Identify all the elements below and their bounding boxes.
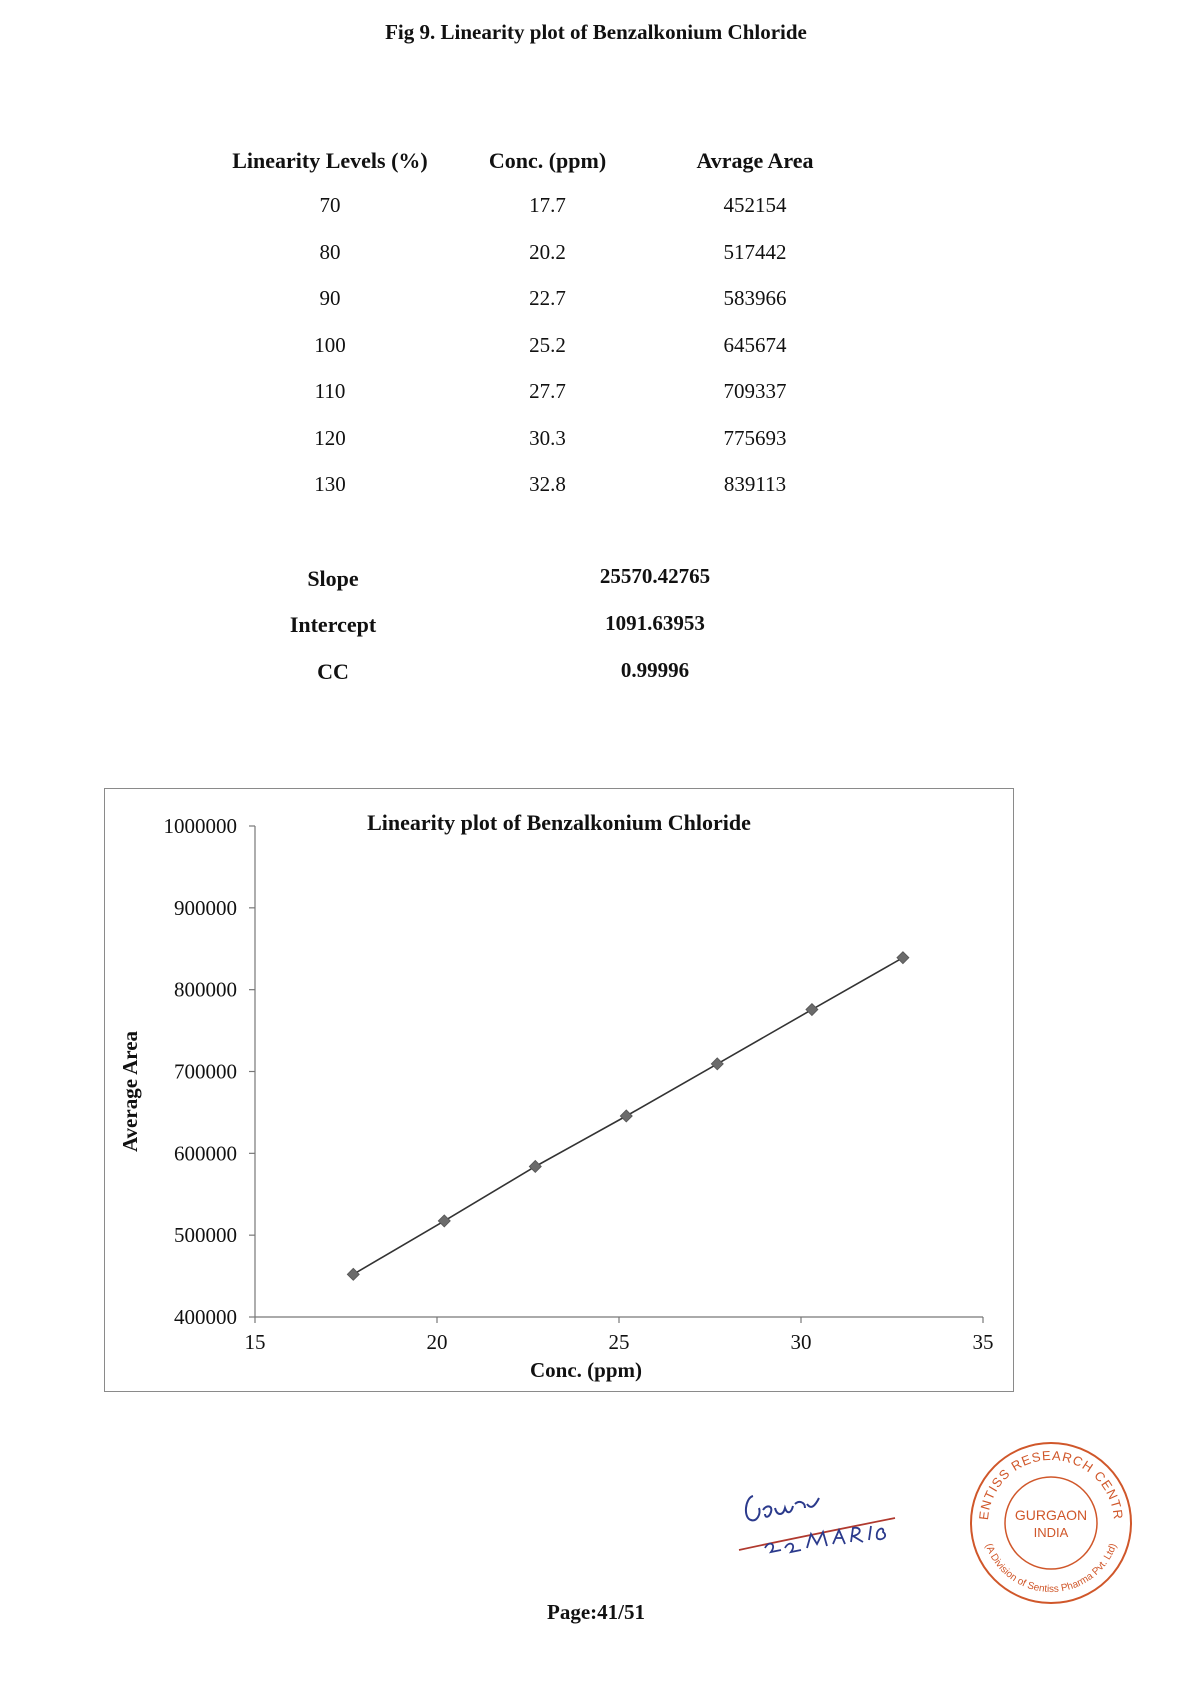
chart-svg: 400000 500000 600000 700000 800000 900000 1000… bbox=[118, 810, 994, 1382]
chart-title: Linearity plot of Benzalkonium Chloride bbox=[367, 810, 751, 835]
table-cell: 90 bbox=[319, 286, 341, 310]
table-cell: 452154 bbox=[723, 193, 787, 217]
x-tick-label: 15 bbox=[245, 1330, 266, 1354]
data-point-marker bbox=[619, 1109, 633, 1123]
table-header-conc: Conc. (ppm) bbox=[488, 148, 607, 173]
table-header-average-area: Avrage Area bbox=[696, 148, 814, 173]
x-axis-label: Conc. (ppm) bbox=[530, 1358, 642, 1382]
linearity-chart: 400000 500000 600000 700000 800000 900000 1000… bbox=[104, 788, 1014, 1392]
table-cell: 32.8 bbox=[529, 472, 566, 496]
table-cell: 70 bbox=[319, 193, 341, 217]
table-cell: 110 bbox=[314, 379, 346, 403]
seal-center-line2: INDIA bbox=[1034, 1525, 1069, 1540]
table-cell: 709337 bbox=[723, 379, 787, 403]
company-seal: SENTISS RESEARCH CENTRE (A Division of S… bbox=[968, 1440, 1132, 1604]
table-cell: 120 bbox=[314, 426, 346, 450]
table-cell: 130 bbox=[314, 472, 346, 496]
y-tick-label: 500000 bbox=[174, 1223, 237, 1247]
cc-label: CC bbox=[317, 659, 349, 684]
intercept-value: 1091.63953 bbox=[605, 611, 705, 635]
table-cell: 25.2 bbox=[529, 333, 566, 357]
data-point-marker bbox=[896, 951, 910, 965]
table-cell: 17.7 bbox=[529, 193, 566, 217]
signature bbox=[738, 1495, 896, 1554]
slope-label: Slope bbox=[307, 566, 359, 591]
table-cell: 20.2 bbox=[529, 240, 566, 264]
figure-title: Fig 9. Linearity plot of Benzalkonium Ch… bbox=[385, 20, 807, 44]
table-cell: 583966 bbox=[723, 286, 787, 310]
y-tick-label: 600000 bbox=[174, 1141, 237, 1165]
seal-center-line1: GURGAON bbox=[1015, 1507, 1087, 1523]
intercept-label: Intercept bbox=[289, 612, 377, 637]
y-tick-label: 400000 bbox=[174, 1305, 237, 1329]
cc-value: 0.99996 bbox=[620, 658, 690, 682]
x-tick-label: 35 bbox=[973, 1330, 994, 1354]
data-point-marker bbox=[346, 1267, 360, 1281]
slope-value: 25570.42765 bbox=[599, 564, 711, 588]
table-cell: 517442 bbox=[723, 240, 787, 264]
data-point-marker bbox=[437, 1214, 451, 1228]
y-tick-label: 800000 bbox=[174, 978, 237, 1002]
y-tick-label: 900000 bbox=[174, 896, 237, 920]
page-number: Page:41/51 bbox=[547, 1600, 645, 1624]
table-cell: 100 bbox=[314, 333, 346, 357]
table-cell: 22.7 bbox=[529, 286, 566, 310]
table-header-linearity-levels: Linearity Levels (%) bbox=[232, 148, 428, 173]
table-cell: 80 bbox=[319, 240, 341, 264]
data-point-marker bbox=[710, 1057, 724, 1071]
x-tick-label: 30 bbox=[791, 1330, 812, 1354]
table-cell: 27.7 bbox=[529, 379, 566, 403]
y-tick-label: 1000000 bbox=[164, 814, 238, 838]
y-axis-label: Average Area bbox=[118, 1030, 142, 1152]
table-cell: 30.3 bbox=[529, 426, 566, 450]
table-cell: 775693 bbox=[723, 426, 787, 450]
x-tick-label: 20 bbox=[427, 1330, 448, 1354]
x-tick-label: 25 bbox=[609, 1330, 630, 1354]
table-cell: 839113 bbox=[723, 472, 787, 496]
data-point-marker bbox=[805, 1002, 819, 1017]
table-cell: 645674 bbox=[723, 333, 787, 357]
y-tick-label: 700000 bbox=[174, 1060, 237, 1084]
data-point-marker bbox=[528, 1159, 542, 1174]
